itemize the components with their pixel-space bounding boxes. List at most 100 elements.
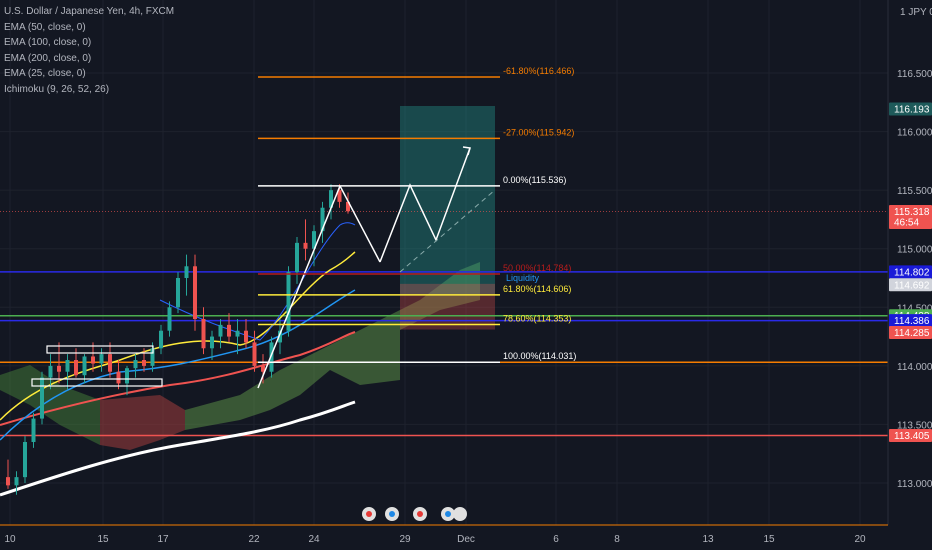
price-tick-label: 115.500 <box>897 186 932 197</box>
currency-label: 1 JPY 0 <box>900 7 932 18</box>
event-icons[interactable] <box>362 507 467 521</box>
candle-body <box>48 365 53 378</box>
ema-200-line <box>0 400 356 497</box>
time-tick-label: 15 <box>763 534 775 545</box>
fib-label: 78.60%(114.353) <box>503 314 571 324</box>
candle-body <box>150 348 155 366</box>
legend-ema-100[interactable]: EMA (100, close, 0) <box>4 37 92 48</box>
candle-body <box>261 365 265 372</box>
candle-body <box>227 324 231 337</box>
impulse-line <box>257 185 341 389</box>
range-box <box>46 345 154 354</box>
candle-body <box>312 231 316 249</box>
price-tag <box>889 314 932 328</box>
trend-dash <box>399 189 496 273</box>
legend-ema-200[interactable]: EMA (200, close, 0) <box>4 52 92 64</box>
candle-body <box>14 477 19 486</box>
fib-label: 100.00%(114.031) <box>503 351 576 361</box>
price-tag <box>889 102 932 116</box>
price-tag-label: 116.193 <box>894 104 930 115</box>
candle-body <box>337 190 342 202</box>
candle-body <box>142 360 146 366</box>
price-tag <box>889 204 932 229</box>
trade-zones <box>400 106 495 330</box>
fib-label: 0.00%(115.536) <box>503 175 566 185</box>
candle-body <box>116 371 121 384</box>
event-flag-icon <box>445 511 451 517</box>
legend-ema-50[interactable]: EMA (50, close, 0) <box>4 21 86 33</box>
ema-25-line <box>0 251 356 421</box>
fib-label: 50.00%(114.784) <box>503 263 571 273</box>
cloud-green <box>0 365 100 445</box>
candle-body <box>82 356 87 376</box>
price-tag <box>889 278 932 292</box>
price-tick-label: 114.500 <box>897 303 932 314</box>
ema-50-line <box>0 289 356 441</box>
ema-lines <box>0 222 356 497</box>
event-flag-icon <box>417 511 423 517</box>
candle-body <box>108 354 112 372</box>
fib-label: 61.80%(114.606) <box>503 284 571 294</box>
price-tick-label: 113.500 <box>897 420 932 431</box>
candle-body <box>176 278 180 308</box>
candle-body <box>269 342 274 372</box>
event-flag-icon <box>366 511 372 517</box>
price-tag-label: 114.285 <box>894 328 930 339</box>
candle-body <box>201 319 206 349</box>
legend-ema-25[interactable]: EMA (25, close, 0) <box>4 68 86 79</box>
projection-line <box>339 185 381 263</box>
price-tick-label: 116.000 <box>897 128 932 139</box>
legend-ichimoku[interactable]: Ichimoku (9, 26, 52, 26) <box>4 83 110 95</box>
candle-body <box>286 272 291 331</box>
price-tag-label: 114.692 <box>894 280 930 291</box>
time-tick-label: Dec <box>457 534 475 545</box>
candle-body <box>329 190 333 208</box>
candle-body <box>193 266 197 319</box>
event-flag-icon <box>389 511 395 517</box>
time-tick-label: 17 <box>157 534 169 545</box>
candle-body <box>184 266 189 278</box>
candle-body <box>346 201 350 212</box>
candle-body <box>65 360 70 372</box>
price-tick-label: 113.000 <box>897 479 932 490</box>
range-box <box>31 378 163 387</box>
chart-legend: U.S. Dollar / Japanese Yen, 4h, FXCM EMA… <box>4 4 174 97</box>
candle-body <box>295 242 299 273</box>
candle-body <box>159 330 163 349</box>
time-tick-label: 8 <box>614 534 620 545</box>
price-tick-label: 116.500 <box>897 69 932 80</box>
candle-body <box>31 418 36 442</box>
annotation-label: Liquidity <box>506 273 540 283</box>
price-tag-label: 113.405 <box>894 431 930 442</box>
stop-zone <box>400 283 495 330</box>
candle-body <box>235 330 240 337</box>
time-tick-label: 22 <box>248 534 260 545</box>
fib-levels: -61.80%(116.466) -27.00%(115.942) 0.00%(11… <box>258 66 576 363</box>
price-tag <box>889 265 932 279</box>
candle-body <box>133 360 138 369</box>
candle-body <box>303 242 308 249</box>
candle-body <box>6 477 10 486</box>
time-axis[interactable]: 10 15 17 22 24 29 Dec 6 8 13 15 20 <box>0 524 888 545</box>
projection-path <box>379 147 471 263</box>
target-zone <box>400 106 495 295</box>
price-tag-label: 115.318 <box>894 207 930 218</box>
candle-body <box>210 336 214 349</box>
candle-body <box>57 365 61 372</box>
legend-title[interactable]: U.S. Dollar / Japanese Yen, 4h, FXCM <box>4 6 175 17</box>
time-tick-label: 10 <box>4 534 16 545</box>
price-tick-label: 115.000 <box>897 245 932 256</box>
price-tag-label: 114.802 <box>894 267 930 278</box>
candle-body <box>40 377 44 419</box>
price-axis[interactable]: 1 JPY 0 113.000 113.500 114.000 114.500 115.0… <box>887 0 932 550</box>
price-tag <box>889 429 932 443</box>
price-tag-countdown: 46:54 <box>894 217 919 228</box>
tenkan-line <box>159 222 356 341</box>
time-tick-label: 24 <box>308 534 320 545</box>
time-tick-label: 15 <box>97 534 109 545</box>
candle-body <box>74 360 78 376</box>
time-tick-label: 6 <box>553 534 559 545</box>
candle-body <box>167 307 172 331</box>
event-flag-icon <box>453 507 467 521</box>
